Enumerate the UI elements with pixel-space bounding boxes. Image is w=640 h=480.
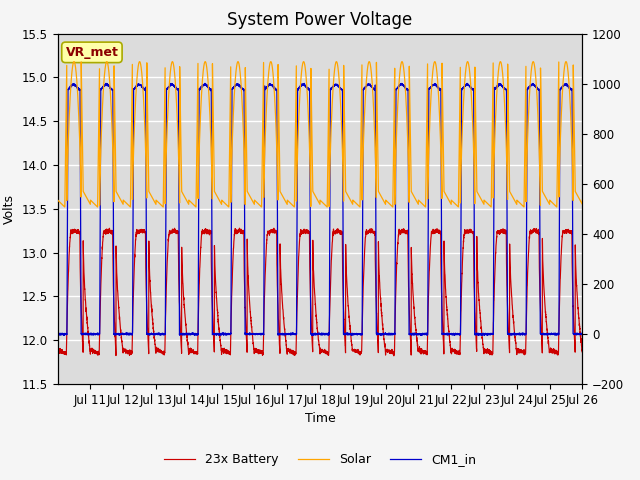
Solar (202, 59, 209, 64)
23x Battery (396, 226, 403, 232)
23x Battery (54, 345, 61, 351)
23x Battery (254, 351, 262, 357)
X-axis label: Time: Time (305, 412, 335, 425)
CM1_in (149, 332, 157, 337)
23x Battery (445, 333, 453, 339)
Solar (54, 197, 61, 203)
Solar (445, 198, 453, 204)
Solar (396, 79, 403, 84)
Title: System Power Voltage: System Power Voltage (227, 11, 413, 29)
CM1_in (579, 331, 586, 336)
Solar (149, 196, 157, 202)
Solar (579, 197, 586, 203)
CM1_in (309, 333, 317, 338)
Solar (369, 85, 376, 91)
CM1_in (201, 81, 209, 86)
23x Battery (236, 225, 243, 231)
CM1_in (54, 331, 61, 337)
Solar (159, 204, 167, 210)
Solar (255, 201, 262, 207)
CM1_in (396, 83, 403, 89)
23x Battery (390, 353, 397, 359)
Line: 23x Battery: 23x Battery (58, 228, 582, 356)
Legend: 23x Battery, Solar, CM1_in: 23x Battery, Solar, CM1_in (159, 448, 481, 471)
CM1_in (445, 331, 453, 336)
23x Battery (579, 347, 586, 352)
CM1_in (486, 332, 493, 337)
CM1_in (369, 84, 376, 90)
Y-axis label: Volts: Volts (3, 194, 16, 224)
23x Battery (369, 228, 376, 234)
23x Battery (149, 320, 157, 326)
Text: VR_met: VR_met (65, 46, 118, 59)
23x Battery (486, 350, 493, 356)
CM1_in (254, 331, 262, 336)
Line: CM1_in: CM1_in (58, 84, 582, 336)
Line: Solar: Solar (58, 61, 582, 207)
Solar (486, 202, 493, 208)
